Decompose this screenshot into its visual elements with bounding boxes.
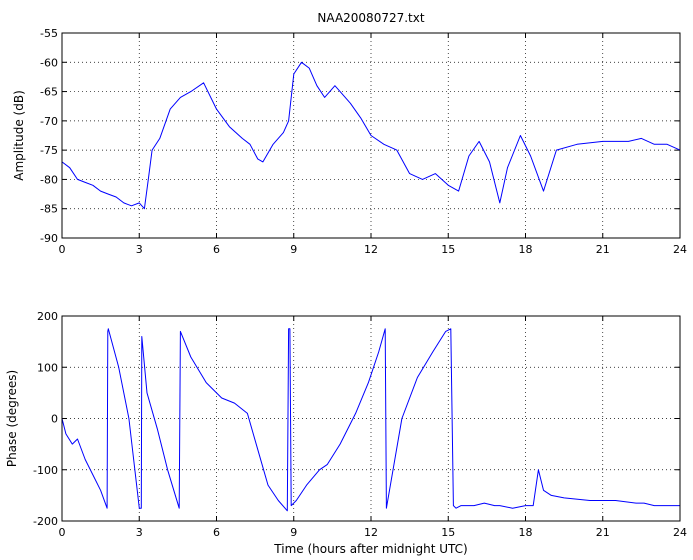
amplitude-x-tick-label: 6 [213,243,220,256]
phase-x-tick-label: 9 [290,526,297,539]
phase-x-tick-label: 21 [596,526,610,539]
phase-y-tick-label: 200 [37,310,58,323]
phase-x-tick-label: 12 [364,526,378,539]
amplitude-y-tick-label: -85 [40,203,58,216]
phase-x-tick-label: 15 [441,526,455,539]
phase-x-tick-label: 3 [136,526,143,539]
phase-y-tick-label: 100 [37,361,58,374]
amplitude-x-tick-label: 9 [290,243,297,256]
chart-title: NAA20080727.txt [317,11,424,25]
amplitude-y-tick-label: -80 [40,173,58,186]
phase-y-axis-label: Phase (degrees) [5,370,19,467]
amplitude-x-tick-label: 24 [673,243,687,256]
amplitude-series-line [61,61,681,210]
amplitude-x-tick-label: 12 [364,243,378,256]
amplitude-y-tick-label: -70 [40,115,58,128]
phase-series-line [61,328,680,512]
phase-x-tick-label: 0 [59,526,66,539]
phase-axes-frame [61,315,681,522]
amplitude-y-tick-label: -65 [40,86,58,99]
phase-x-tick-label: 24 [673,526,687,539]
amplitude-y-tick-label: -75 [40,144,58,157]
phase-x-tick-label: 18 [519,526,533,539]
amplitude-axes-frame [61,32,681,239]
phase-y-tick-label: -100 [33,464,58,477]
amplitude-y-tick-label: -55 [40,27,58,40]
amplitude-y-tick-label: -90 [40,232,58,245]
phase-x-tick-label: 6 [213,526,220,539]
amplitude-y-tick-label: -60 [40,56,58,69]
amplitude-x-tick-label: 18 [519,243,533,256]
phase-y-tick-label: -200 [33,515,58,528]
amplitude-x-tick-label: 3 [136,243,143,256]
phase-x-axis-label: Time (hours after midnight UTC) [273,542,467,556]
amplitude-x-tick-label: 0 [59,243,66,256]
amplitude-x-tick-label: 21 [596,243,610,256]
amplitude-y-axis-label: Amplitude (dB) [12,90,26,181]
phase-y-tick-label: 0 [51,413,58,426]
amplitude-x-tick-label: 15 [441,243,455,256]
